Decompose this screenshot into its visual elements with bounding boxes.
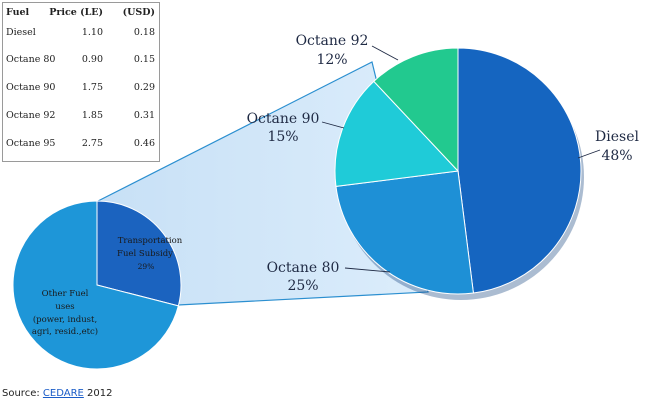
header-fuel: Fuel xyxy=(6,7,30,18)
cell-usd: 0.31 xyxy=(133,110,155,121)
big-pie-slice-octane-80 xyxy=(335,170,474,295)
small-pie-label-transportation: Transportation xyxy=(118,236,183,246)
big-pie-value-label-octane-80: 25% xyxy=(287,278,318,294)
big-pie-leader-line xyxy=(321,121,345,129)
table-row: Octane 90 1.75 0.29 xyxy=(3,80,159,96)
small-pie-label-other-uses: uses xyxy=(55,302,74,312)
header-usd: (USD) xyxy=(122,7,155,18)
table-header-row: Fuel Price (LE) (USD) xyxy=(3,5,159,21)
cell-fuel: Octane 80 xyxy=(6,54,56,65)
big-pie-value-label-octane-92: 12% xyxy=(316,52,347,68)
table-row: Octane 95 2.75 0.46 xyxy=(3,136,159,152)
big-pie-category-label-diesel: Diesel xyxy=(595,129,639,145)
cell-price-le: 0.90 xyxy=(81,54,103,65)
source-line: Source: CEDARE 2012 xyxy=(2,388,112,399)
cell-price-le: 1.10 xyxy=(81,27,103,38)
cell-usd: 0.18 xyxy=(133,27,155,38)
table-row: Octane 80 0.90 0.15 xyxy=(3,52,159,68)
header-price-le: Price (LE) xyxy=(49,7,103,18)
cell-price-le: 1.75 xyxy=(81,82,103,93)
big-pie-value-label-octane-90: 15% xyxy=(267,129,298,145)
cell-price-le: 2.75 xyxy=(81,138,103,149)
cell-usd: 0.46 xyxy=(133,138,155,149)
big-pie-leader-line xyxy=(344,267,391,273)
source-year: 2012 xyxy=(87,388,113,399)
source-link[interactable]: CEDARE xyxy=(42,388,84,399)
source-prefix: Source: xyxy=(2,388,40,399)
small-pie-label-other-uses: (power, indust, xyxy=(33,314,97,325)
big-pie-category-label-octane-92: Octane 92 xyxy=(296,33,369,49)
cell-fuel: Octane 90 xyxy=(6,82,56,93)
small-pie-label-transportation: Fuel Subsidy xyxy=(117,249,173,259)
big-pie-leader-line xyxy=(577,149,601,159)
big-pie-slice-octane-90 xyxy=(334,80,460,187)
fuel-price-table: Fuel Price (LE) (USD) Diesel 1.10 0.18 O… xyxy=(2,2,160,162)
table-row: Octane 92 1.85 0.31 xyxy=(3,108,159,124)
cell-fuel: Octane 92 xyxy=(6,110,56,121)
small-pie-label-transportation: 29% xyxy=(138,262,155,271)
small-pie-label-other-uses: Other Fuel xyxy=(42,289,89,299)
big-pie-leader-line xyxy=(371,45,399,61)
cell-price-le: 1.85 xyxy=(81,110,103,121)
cell-usd: 0.15 xyxy=(133,54,155,65)
cell-fuel: Octane 95 xyxy=(6,138,56,149)
table-row: Diesel 1.10 0.18 xyxy=(3,25,159,41)
big-pie-slice-octane-92 xyxy=(373,47,459,173)
cell-usd: 0.29 xyxy=(133,82,155,93)
big-pie-category-label-octane-90: Octane 90 xyxy=(247,111,320,127)
small-pie-slice-transportation xyxy=(96,200,182,307)
cell-fuel: Diesel xyxy=(6,27,36,38)
big-pie-category-label-octane-80: Octane 80 xyxy=(267,260,340,276)
small-pie-label-other-uses: agri, resid.,etc) xyxy=(32,326,98,337)
small-pie-slice-other-uses xyxy=(12,200,179,370)
big-pie-slice-diesel xyxy=(457,47,582,294)
big-pie-value-label-diesel: 48% xyxy=(601,148,632,164)
